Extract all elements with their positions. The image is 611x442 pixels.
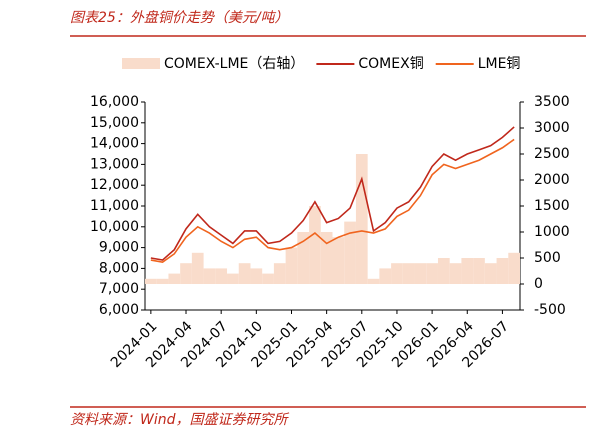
spread-bar (344, 221, 356, 284)
spread-bar (367, 278, 380, 284)
y-tick-label: 15,000 (90, 115, 139, 131)
spread-bar (203, 268, 216, 284)
y-tick-label: 14,000 (90, 136, 139, 152)
spread-bar (391, 263, 403, 284)
y2-tick-label: 3000 (534, 120, 570, 136)
spread-bar (273, 263, 286, 284)
spread-bar (437, 258, 450, 284)
spread-bar (426, 263, 438, 284)
y-tick-label: 16,000 (90, 94, 139, 110)
spread-bar (180, 263, 192, 284)
spread-bar (168, 273, 181, 284)
spread-bar (262, 273, 274, 284)
y-tick-label: 9,000 (99, 240, 139, 256)
y-tick-label: 13,000 (90, 156, 139, 172)
y2-tick-label: 1000 (534, 224, 570, 240)
source: 资料来源：Wind，国盛证券研究所 (70, 412, 289, 428)
chart-title: 图表25：外盘铜价走势（美元/吨） (70, 10, 289, 26)
spread-bar (156, 278, 169, 284)
spread-bar (332, 237, 345, 284)
y2-tick-label: 2000 (534, 172, 570, 188)
spread-bar (402, 263, 415, 284)
y-tick-label: 12,000 (90, 177, 139, 193)
spread-bar (191, 252, 204, 284)
spread-bar (227, 273, 239, 284)
legend-label: LME铜 (478, 56, 521, 72)
spread-bar (145, 278, 157, 284)
y2-tick-label: 500 (534, 250, 561, 266)
y2-tick-label: 0 (534, 276, 543, 292)
spread-bar (285, 247, 298, 284)
price-line (150, 138, 515, 264)
legend-swatch (122, 58, 160, 69)
spread-bar (379, 268, 392, 284)
y-tick-label: 6,000 (99, 302, 139, 318)
legend-label: COMEX铜 (358, 56, 423, 72)
legend-label: COMEX-LME（右轴） (164, 56, 304, 72)
y-tick-label: 8,000 (99, 260, 139, 276)
spread-bar (238, 263, 251, 284)
y-tick-label: 11,000 (90, 198, 139, 214)
spread-bar (355, 154, 368, 284)
spread-bar (320, 232, 333, 284)
spread-bar (473, 258, 485, 284)
spread-bar (297, 232, 310, 284)
y-tick-label: 10,000 (90, 219, 139, 235)
spread-bar (484, 263, 497, 284)
spread-bar (215, 268, 228, 284)
spread-bar (461, 258, 474, 284)
spread-bar (414, 263, 427, 284)
spread-bar (496, 258, 509, 284)
y2-tick-label: 3500 (534, 94, 570, 110)
spread-bar (449, 263, 462, 284)
spread-bar (250, 268, 263, 284)
y2-tick-label: 2500 (534, 146, 570, 162)
y-tick-label: 7,000 (99, 281, 139, 297)
y2-tick-label: 1500 (534, 198, 570, 214)
spread-bar (508, 252, 520, 284)
price-line (150, 126, 515, 261)
spread-bar (309, 206, 321, 284)
y2-tick-label: -500 (534, 302, 566, 318)
